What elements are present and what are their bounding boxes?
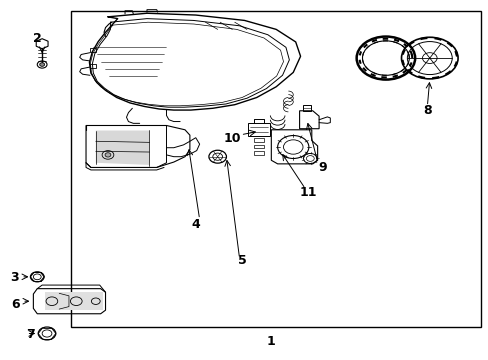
Circle shape bbox=[105, 153, 111, 157]
Text: 8: 8 bbox=[422, 104, 431, 117]
Polygon shape bbox=[96, 131, 149, 165]
Text: 4: 4 bbox=[191, 218, 200, 231]
Bar bbox=[71, 12, 480, 327]
Text: 6: 6 bbox=[11, 298, 20, 311]
Text: 9: 9 bbox=[318, 161, 326, 174]
Text: 2: 2 bbox=[33, 32, 41, 45]
Text: 10: 10 bbox=[223, 132, 241, 145]
Text: 11: 11 bbox=[299, 186, 316, 199]
Text: 3: 3 bbox=[10, 271, 19, 284]
Text: 1: 1 bbox=[266, 335, 275, 348]
Circle shape bbox=[40, 63, 44, 66]
Text: 7: 7 bbox=[26, 328, 35, 341]
Text: 5: 5 bbox=[237, 254, 246, 267]
Polygon shape bbox=[44, 292, 103, 310]
